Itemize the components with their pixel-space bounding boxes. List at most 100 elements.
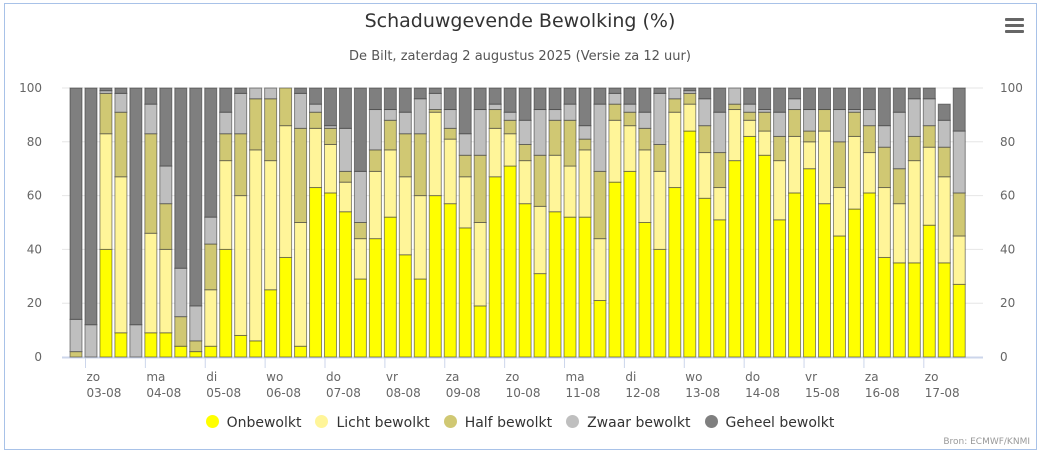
bar-segment[interactable] [608,92,622,105]
bar-segment[interactable] [294,92,308,129]
bar-segment[interactable] [608,181,622,358]
bar-segment[interactable] [458,133,472,156]
bar-segment[interactable] [533,87,547,111]
bar-segment[interactable] [144,87,158,105]
legend-item[interactable]: Licht bewolkt [315,415,430,431]
bar-segment[interactable] [204,216,218,245]
bar-segment[interactable] [578,125,592,140]
bar-segment[interactable] [249,87,263,100]
bar-segment[interactable] [698,87,712,100]
bar-segment[interactable] [728,109,742,162]
bar-segment[interactable] [683,92,697,105]
bar-segment[interactable] [713,219,727,358]
bar-segment[interactable] [818,130,831,205]
bar-segment[interactable] [877,187,891,258]
bar-segment[interactable] [533,109,547,156]
bar-segment[interactable] [548,119,562,156]
bar-segment[interactable] [398,176,412,256]
bar-segment[interactable] [144,332,158,358]
bar-segment[interactable] [832,235,846,358]
bar-segment[interactable] [773,135,787,162]
bar-segment[interactable] [668,87,682,100]
bar-segment[interactable] [818,203,831,358]
bar-segment[interactable] [428,195,442,358]
bar-segment[interactable] [249,340,263,358]
bar-segment[interactable] [623,125,637,172]
bar-segment[interactable] [593,170,607,240]
bar-segment[interactable] [189,351,203,358]
bar-segment[interactable] [862,109,876,127]
bar-segment[interactable] [952,87,966,132]
bar-segment[interactable] [234,92,248,135]
bar-segment[interactable] [773,160,787,221]
bar-segment[interactable] [234,87,248,94]
bar-segment[interactable] [803,87,817,111]
bar-segment[interactable] [877,146,891,189]
bar-segment[interactable] [294,345,308,358]
bar-segment[interactable] [398,254,412,358]
bar-segment[interactable] [174,345,188,358]
bar-segment[interactable] [952,283,966,358]
bar-segment[interactable] [204,87,218,218]
bar-segment[interactable] [773,87,787,113]
bar-segment[interactable] [398,133,412,178]
bar-segment[interactable] [69,351,83,358]
bar-segment[interactable] [788,135,802,194]
bar-segment[interactable] [563,87,577,105]
bar-segment[interactable] [204,345,218,358]
bar-segment[interactable] [413,87,427,100]
bar-segment[interactable] [368,149,382,172]
bar-segment[interactable] [698,197,712,358]
bar-segment[interactable] [353,278,367,358]
bar-segment[interactable] [608,119,622,183]
bar-segment[interactable] [728,87,742,105]
bar-segment[interactable] [114,332,128,358]
bar-segment[interactable] [862,125,876,154]
bar-segment[interactable] [578,149,592,218]
bar-segment[interactable] [847,208,861,358]
bar-segment[interactable] [683,103,697,132]
bar-segment[interactable] [668,111,682,189]
bar-segment[interactable] [413,195,427,280]
legend-item[interactable]: Zwaar bewolkt [566,415,691,431]
bar-segment[interactable] [922,87,936,100]
bar-segment[interactable] [383,216,397,358]
bar-segment[interactable] [159,203,173,250]
bar-segment[interactable] [847,111,861,137]
bar-segment[interactable] [338,170,352,183]
bar-segment[interactable] [937,262,951,358]
bar-segment[interactable] [593,87,607,105]
bar-segment[interactable] [623,170,637,358]
bar-segment[interactable] [832,109,846,143]
bar-segment[interactable] [578,138,592,151]
bar-segment[interactable] [832,87,846,111]
bar-segment[interactable] [428,87,442,94]
bar-segment[interactable] [877,87,891,127]
bar-segment[interactable] [458,227,472,358]
bar-segment[interactable] [69,87,83,320]
bar-segment[interactable] [578,87,592,127]
bar-segment[interactable] [713,152,727,189]
bar-segment[interactable] [907,135,921,162]
bar-segment[interactable] [593,103,607,172]
bar-segment[interactable] [309,103,323,113]
bar-segment[interactable] [443,87,457,111]
bar-segment[interactable] [937,146,951,178]
bar-segment[interactable] [428,111,442,197]
bar-segment[interactable] [593,238,607,302]
bar-segment[interactable] [788,109,802,137]
bar-segment[interactable] [383,119,397,151]
bar-segment[interactable] [518,203,532,358]
bar-segment[interactable] [458,87,472,135]
bar-segment[interactable] [488,176,502,358]
bar-segment[interactable] [788,87,802,100]
bar-segment[interactable] [174,87,188,269]
bar-segment[interactable] [473,305,487,358]
bar-segment[interactable] [698,98,712,127]
bar-segment[interactable] [323,127,337,145]
bar-segment[interactable] [937,103,951,121]
bar-segment[interactable] [309,87,323,105]
bar-segment[interactable] [593,300,607,358]
bar-segment[interactable] [892,111,906,170]
bar-segment[interactable] [249,98,263,151]
